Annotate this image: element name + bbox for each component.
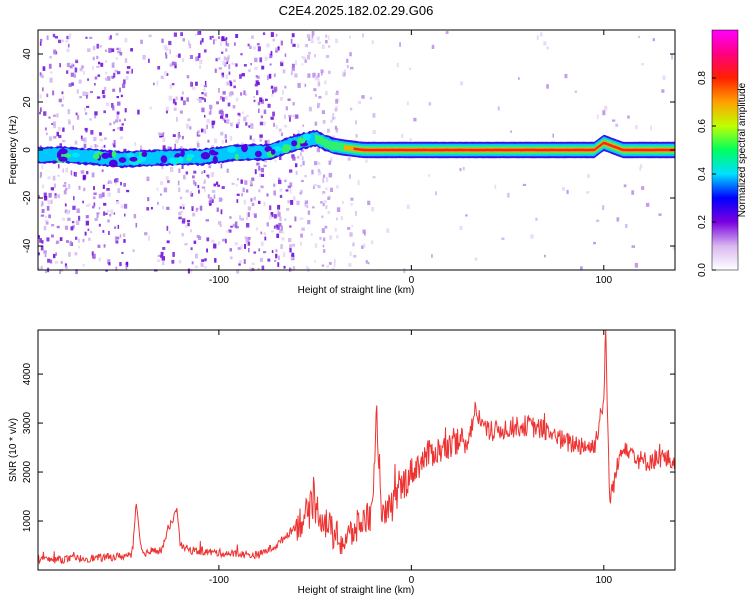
snr-frame	[37, 329, 676, 571]
heatmap-x-tick-label: -100	[209, 275, 229, 286]
colorbar-tick-label: 0.8	[697, 71, 708, 85]
snr-y-tick-label: 3000	[22, 412, 33, 435]
heatmap-y-title: Frequency (Hz)	[8, 116, 19, 185]
heatmap-y-axis: -40 -20 0 20 40	[22, 48, 675, 253]
colorbar-tick-label: 0.4	[697, 167, 708, 181]
heatmap-y-tick-label: 0	[22, 147, 33, 153]
snr-panel: -100 0 100 1000 2000 3000 4000 Height of stra…	[8, 329, 676, 596]
colorbar: 0.0 0.2 0.4 0.6 0.8 Normalized spectral ampl…	[697, 29, 748, 277]
snr-x-tick-label: 100	[595, 575, 612, 586]
snr-x-axis: -100 0 100	[209, 330, 613, 586]
snr-series-line	[37, 329, 675, 565]
colorbar-gradient	[711, 29, 739, 271]
ridge-band-4	[353, 141, 675, 152]
snr-y-tick-label: 1000	[22, 509, 33, 532]
heatmap-x-title: Height of straight line (km)	[298, 285, 415, 296]
heatmap-y-tick-label: -20	[22, 190, 33, 205]
heatmap-x-axis: -100 0 100	[209, 30, 613, 286]
snr-y-tick-label: 4000	[22, 363, 33, 386]
heatmap-y-tick-label: -40	[22, 238, 33, 253]
heatmap-x-tick-label: 100	[595, 275, 612, 286]
snr-x-title: Height of straight line (km)	[298, 585, 415, 596]
heatmap-y-tick-label: 20	[22, 96, 33, 108]
snr-x-tick-label: 0	[409, 575, 415, 586]
heatmap-x-tick-label: 0	[409, 275, 415, 286]
heatmap-panel: -100 0 100 -40 -20 0 20 40 Height of straight …	[8, 29, 676, 296]
heatmap-ridge	[38, 129, 675, 169]
colorbar-title: Normalized spectral amplitude	[737, 82, 748, 217]
snr-x-tick-label: -100	[209, 575, 229, 586]
colorbar-tick-label: 0.0	[697, 263, 708, 277]
colorbar-ticks: 0.0 0.2 0.4 0.6 0.8	[697, 71, 716, 277]
snr-y-title: SNR (10 * v/v)	[8, 418, 19, 482]
heatmap-y-tick-label: 40	[22, 48, 33, 60]
snr-y-tick-label: 2000	[22, 460, 33, 483]
chart-title: C2E4.2025.182.02.29.G06	[279, 3, 434, 18]
snr-y-axis: 1000 2000 3000 4000	[22, 363, 675, 532]
colorbar-tick-label: 0.2	[697, 215, 708, 229]
colorbar-tick-label: 0.6	[697, 119, 708, 133]
